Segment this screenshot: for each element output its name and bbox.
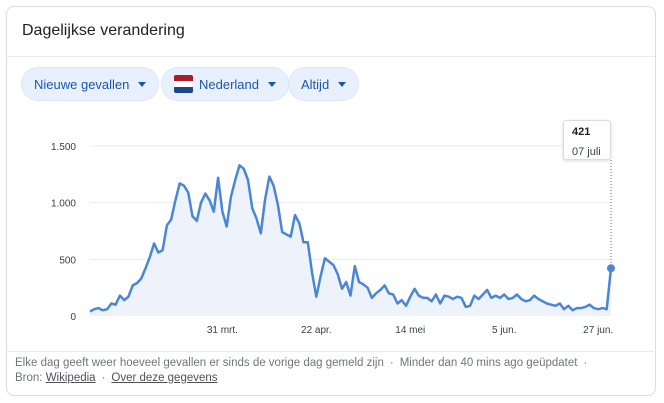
footer-divider bbox=[7, 351, 656, 352]
chevron-down-icon bbox=[138, 81, 147, 87]
footer-description: Elke dag geeft weer hoeveel gevallen er … bbox=[15, 357, 384, 369]
series-line bbox=[89, 164, 613, 313]
y-tick-label: 500 bbox=[59, 255, 76, 266]
y-tick-label: 0 bbox=[70, 312, 76, 323]
chart-tooltip: 421 07 juli bbox=[563, 120, 611, 160]
chevron-down-icon bbox=[338, 81, 347, 87]
tooltip-date: 07 juli bbox=[572, 146, 601, 158]
x-tick-label: 22 apr. bbox=[301, 325, 332, 336]
x-tick-label: 5 jun. bbox=[492, 325, 516, 336]
footer-line-2: Bron: Wikipedia · Over deze gegevens bbox=[15, 372, 218, 384]
x-tick-label: 31 mrt. bbox=[207, 325, 238, 336]
metric-dropdown[interactable]: Nieuwe gevallen bbox=[21, 67, 160, 101]
region-dropdown-label: Nederland bbox=[199, 76, 259, 92]
tooltip-value: 421 bbox=[572, 126, 591, 138]
netherlands-flag-icon bbox=[174, 75, 193, 93]
header-divider bbox=[7, 56, 655, 57]
footer-updated: Minder dan 40 mins ago geüpdatet bbox=[399, 357, 578, 369]
footer-line-1: Elke dag geeft weer hoeveel gevallen er … bbox=[15, 357, 588, 369]
region-dropdown[interactable]: Nederland bbox=[161, 67, 289, 101]
y-tick-label: 1.000 bbox=[51, 199, 76, 210]
about-data-link[interactable]: Over deze gegevens bbox=[111, 372, 218, 384]
x-tick-label: 14 mei bbox=[395, 325, 425, 336]
x-tick-label: 27 jun. bbox=[583, 325, 613, 336]
card-title: Dagelijkse verandering bbox=[22, 22, 185, 39]
hover-point bbox=[607, 264, 615, 273]
metric-dropdown-label: Nieuwe gevallen bbox=[34, 76, 130, 92]
wikipedia-link[interactable]: Wikipedia bbox=[45, 372, 96, 384]
footer: Elke dag geeft weer hoeveel gevallen er … bbox=[15, 356, 593, 386]
period-dropdown[interactable]: Altijd bbox=[288, 67, 360, 101]
footer-source-label: Bron: bbox=[15, 372, 43, 384]
chevron-down-icon bbox=[268, 81, 276, 87]
y-tick-label: 1.500 bbox=[51, 142, 76, 153]
period-dropdown-label: Altijd bbox=[301, 76, 330, 92]
